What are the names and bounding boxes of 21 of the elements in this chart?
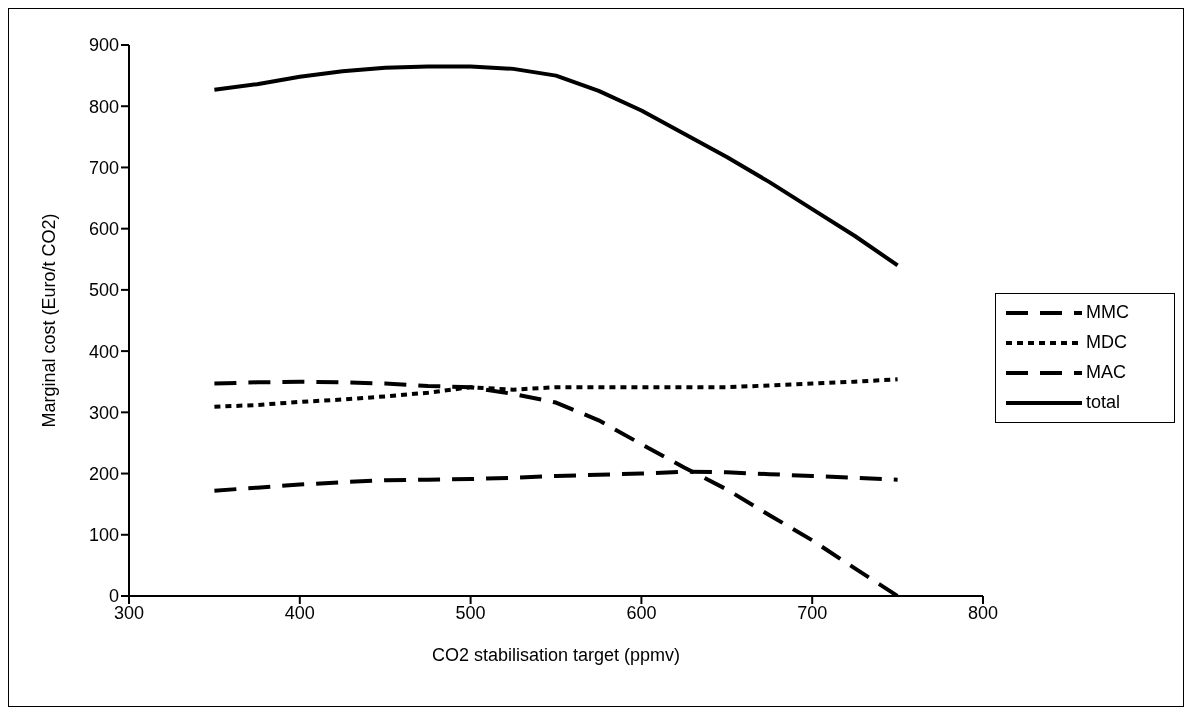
x-tick-label: 700 <box>797 602 828 623</box>
y-tick-label: 100 <box>88 525 119 546</box>
legend-label: MDC <box>1086 332 1127 353</box>
x-tick-label: 800 <box>967 602 999 623</box>
x-tick-label: 600 <box>626 602 657 623</box>
y-tick-label: 400 <box>88 341 119 362</box>
y-tick-label: 300 <box>88 402 119 423</box>
y-tick-label: 900 <box>88 35 119 56</box>
y-tick-label: 600 <box>88 219 119 240</box>
x-tick-label: 400 <box>284 602 315 623</box>
y-tick-label: 200 <box>88 463 119 484</box>
legend-label: MMC <box>1086 302 1129 323</box>
line-series <box>212 64 900 268</box>
y-axis-title: Marginal cost (Euro/t CO2) <box>39 213 60 428</box>
y-tick-label: 800 <box>88 96 119 117</box>
x-tick-label: 500 <box>455 602 486 623</box>
legend-label: MAC <box>1086 362 1126 383</box>
y-tick-label: 500 <box>88 280 119 301</box>
y-tick-label: 700 <box>88 157 119 178</box>
legend-label: total <box>1086 392 1121 413</box>
x-axis-title: CO2 stabilisation target (ppmv) <box>431 645 681 665</box>
